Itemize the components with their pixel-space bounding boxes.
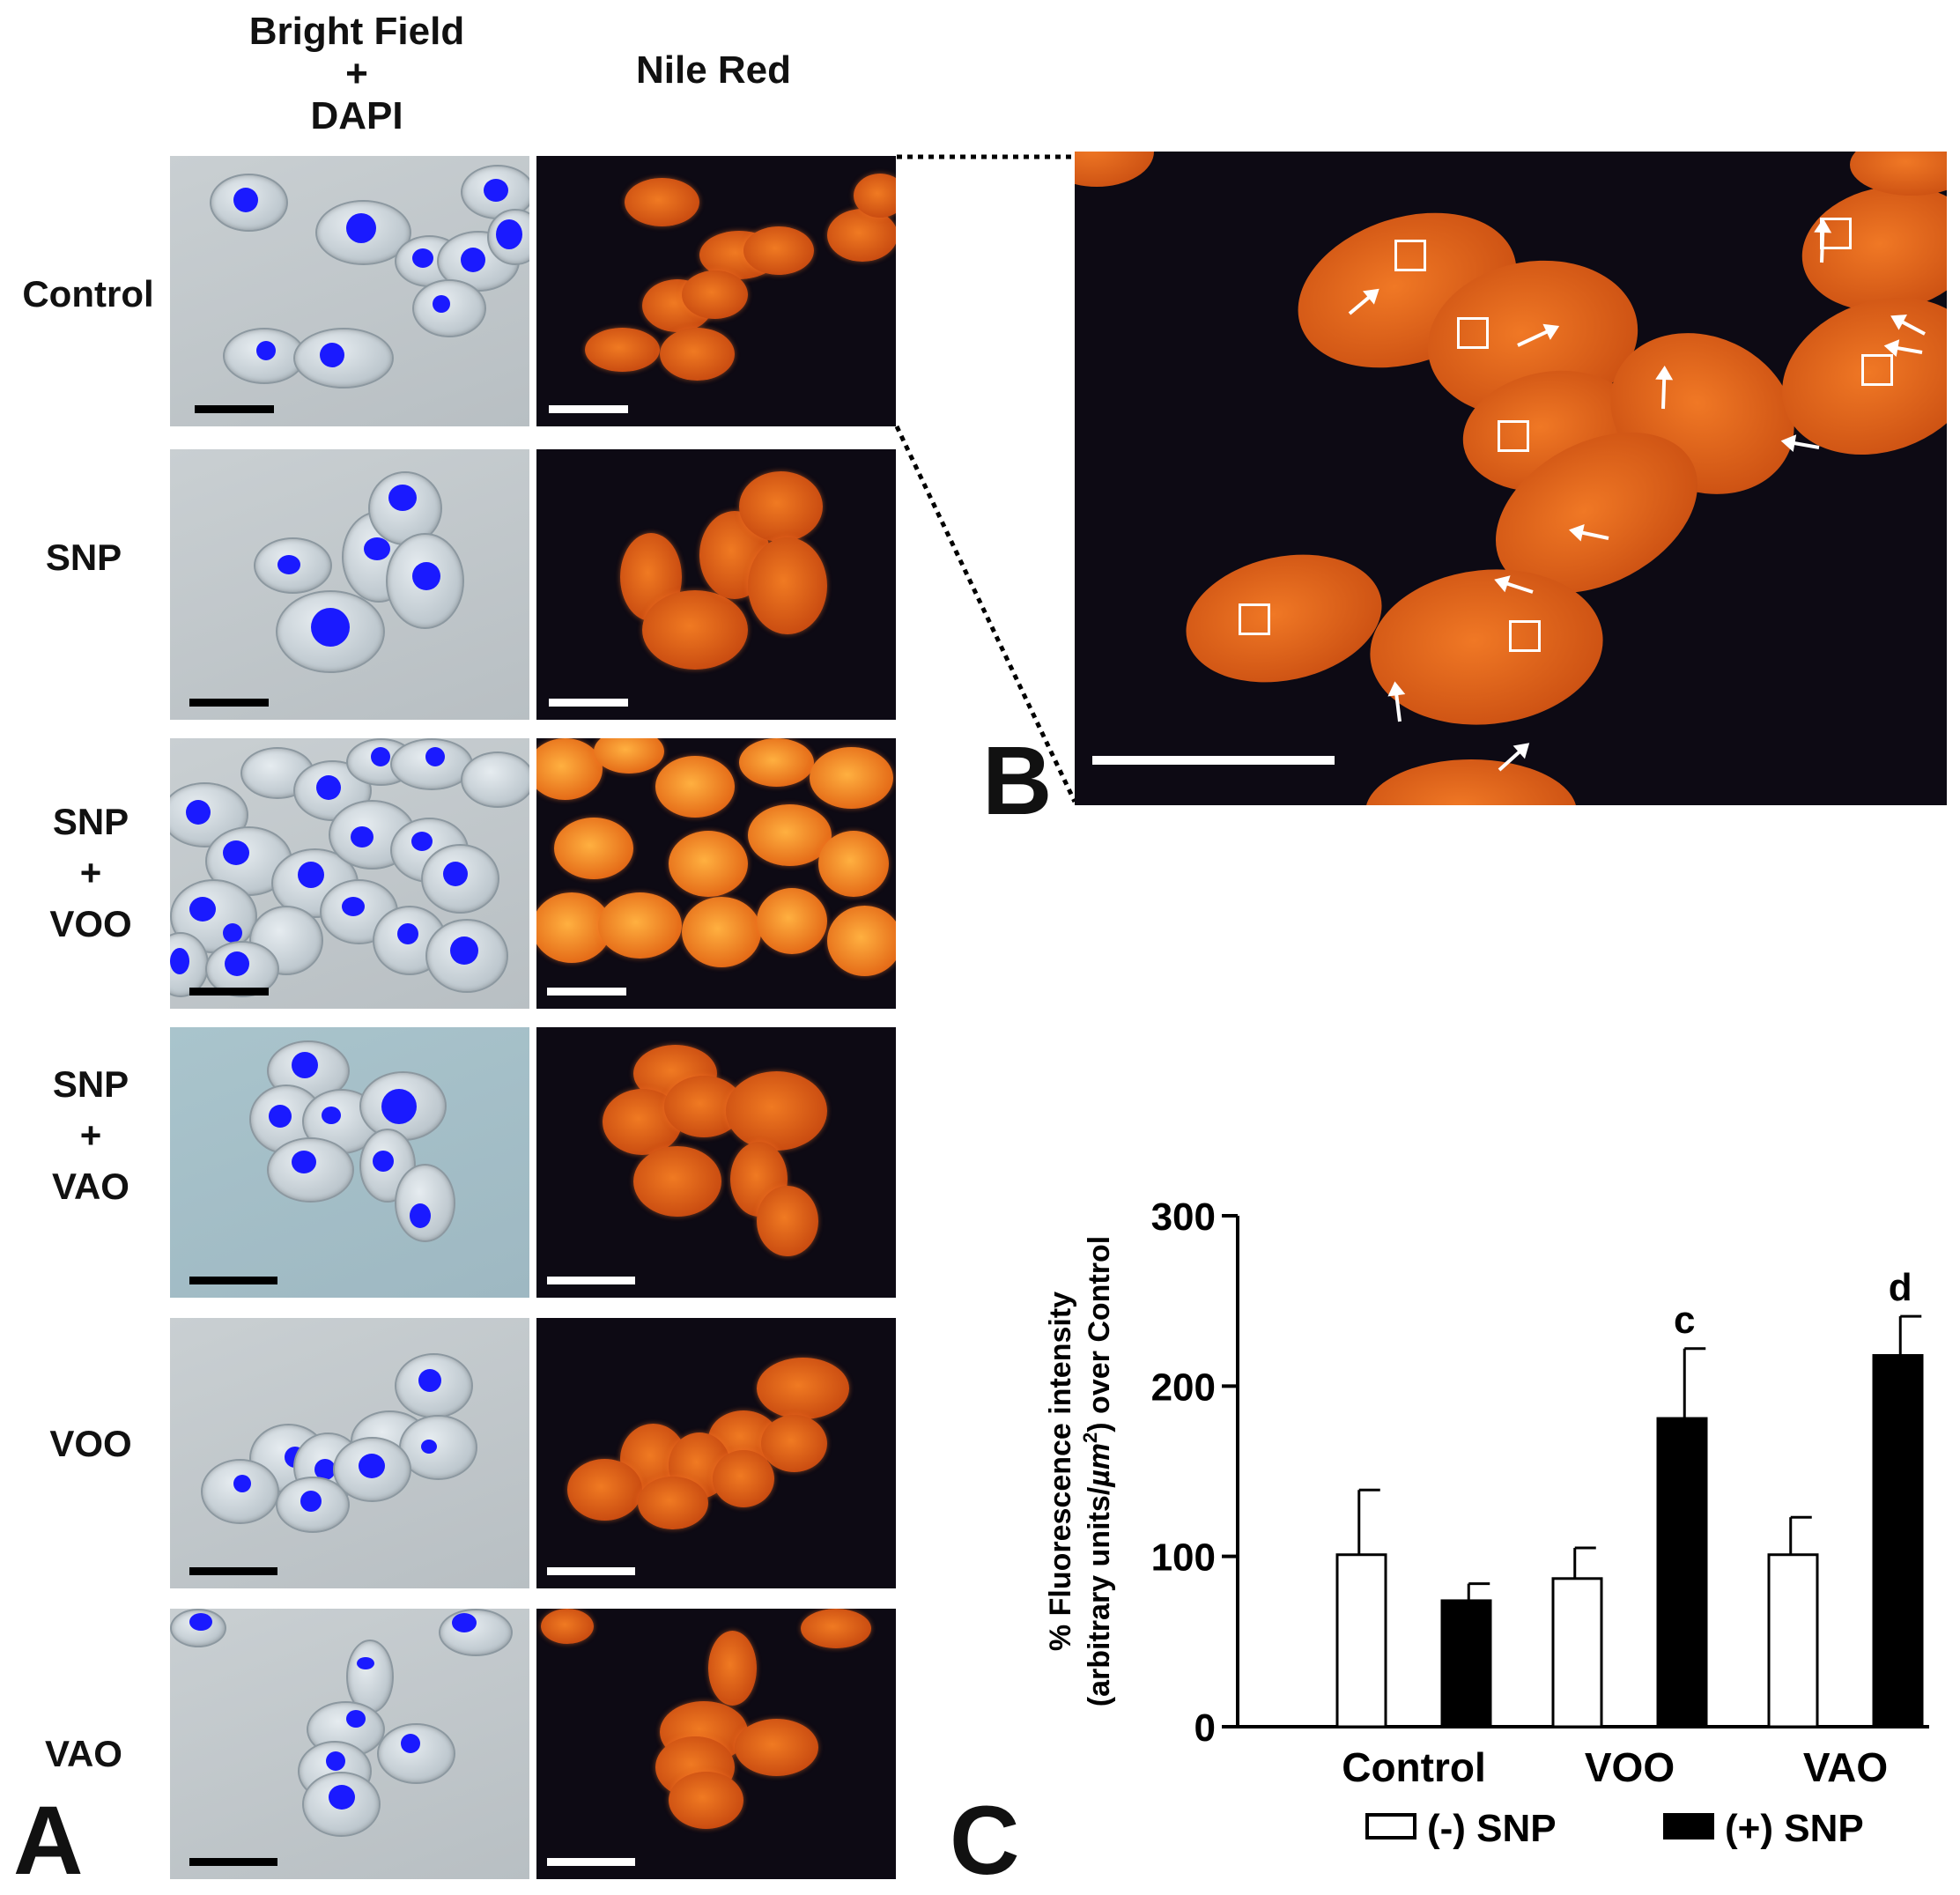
roi-square [1861, 354, 1893, 386]
scale-bar [547, 988, 626, 996]
header-line: + [345, 52, 368, 95]
roi-square [1509, 620, 1541, 652]
scale-bar [189, 1567, 277, 1575]
row-label-vao: VAO [0, 1728, 167, 1780]
bar-snp-vao [1872, 1354, 1924, 1728]
micrograph-snp-voo-nile-red [536, 738, 896, 1009]
micrograph-snp-vao-brightfield [170, 1027, 529, 1298]
significance-label: c [1674, 1299, 1695, 1342]
micrograph-snp-voo-brightfield [170, 738, 529, 1009]
row-label-line: + [79, 852, 102, 893]
row-label-snp: SNP [0, 532, 167, 583]
scale-bar [1092, 756, 1335, 765]
scale-bar [189, 1277, 277, 1284]
scale-bar [547, 1858, 635, 1866]
scale-bar [547, 1567, 635, 1575]
scale-bar [549, 699, 628, 707]
header-line: Bright Field [248, 10, 465, 53]
micrograph-snp-brightfield [170, 449, 529, 720]
y-tick-label: 200 [1151, 1366, 1216, 1409]
legend-swatch-plus-snp [1663, 1813, 1714, 1839]
micrograph-vao-brightfield [170, 1609, 529, 1879]
y-tick-label: 0 [1194, 1706, 1216, 1750]
panel-letter-a: A [13, 1787, 84, 1895]
bar-snp-voo [1656, 1417, 1708, 1728]
row-label-control: Control [4, 269, 172, 320]
y-axis-label-line1: % Fluorescence intensity [1044, 1292, 1077, 1651]
micrograph-vao-nile-red [536, 1609, 896, 1879]
scale-bar [547, 1277, 635, 1284]
roi-square [1498, 420, 1529, 452]
scale-bar [549, 405, 628, 413]
micrograph-control-brightfield [170, 156, 529, 426]
y-axis-label: % Fluorescence intensity (arbitrary units… [1044, 1236, 1116, 1706]
column-header-bright-field: Bright Field + DAPI [225, 11, 489, 137]
row-label-line: SNP [52, 1063, 129, 1105]
panel-letter-b: B [982, 727, 1053, 835]
micrograph-voo-brightfield [170, 1318, 529, 1588]
row-label-snp-vao: SNP + VAO [7, 1059, 174, 1212]
legend-swatch-minus-snp [1365, 1813, 1416, 1839]
row-label-voo: VOO [7, 1418, 174, 1469]
legend-label-plus-snp: (+) SNP [1725, 1807, 1864, 1850]
roi-square [1457, 317, 1489, 349]
roi-square [1239, 603, 1270, 635]
roi-square [1394, 240, 1426, 271]
row-label-snp-voo: SNP + VOO [7, 796, 174, 950]
scale-bar [189, 988, 269, 996]
micrograph-voo-nile-red [536, 1318, 896, 1588]
scale-bar [195, 405, 274, 413]
legend-label-minus-snp: (-) SNP [1427, 1807, 1557, 1850]
row-label-line: VOO [49, 1423, 132, 1464]
significance-label: d [1889, 1266, 1912, 1309]
bar-snp-control [1335, 1553, 1387, 1728]
scale-bar [189, 699, 269, 707]
x-tick-label: VAO [1803, 1744, 1888, 1790]
header-line: DAPI [310, 94, 403, 137]
column-header-nile-red: Nile Red [635, 48, 792, 92]
row-label-line: SNP [52, 801, 129, 842]
y-axis-label-line2: (arbitrary units/µm2) over Control [1079, 1236, 1116, 1706]
bar-snp-control [1440, 1599, 1492, 1728]
row-label-line: Control [22, 273, 154, 315]
fluorescence-bar-chart: 0 100 200 300 % Fluorescence intensity (arbit… [1044, 1195, 1929, 1850]
row-label-line: VAO [52, 1166, 129, 1207]
scale-bar [189, 1858, 277, 1866]
row-label-line: + [79, 1114, 102, 1156]
micrograph-snp-vao-nile-red [536, 1027, 896, 1298]
bar-snp-voo [1551, 1577, 1603, 1728]
row-label-line: VAO [45, 1733, 122, 1774]
micrograph-control-nile-red [536, 156, 896, 426]
micrograph-snp-nile-red [536, 449, 896, 720]
y-tick-label: 300 [1151, 1195, 1216, 1239]
micrograph-control-nile-red-zoom [1075, 152, 1947, 805]
y-tick-label: 100 [1151, 1536, 1216, 1580]
row-label-line: VOO [49, 903, 132, 944]
panel-letter-c: C [950, 1787, 1020, 1895]
x-tick-label: Control [1342, 1744, 1486, 1790]
x-tick-label: VOO [1585, 1744, 1675, 1790]
row-label-line: SNP [45, 537, 122, 578]
bar-snp-vao [1767, 1553, 1819, 1728]
